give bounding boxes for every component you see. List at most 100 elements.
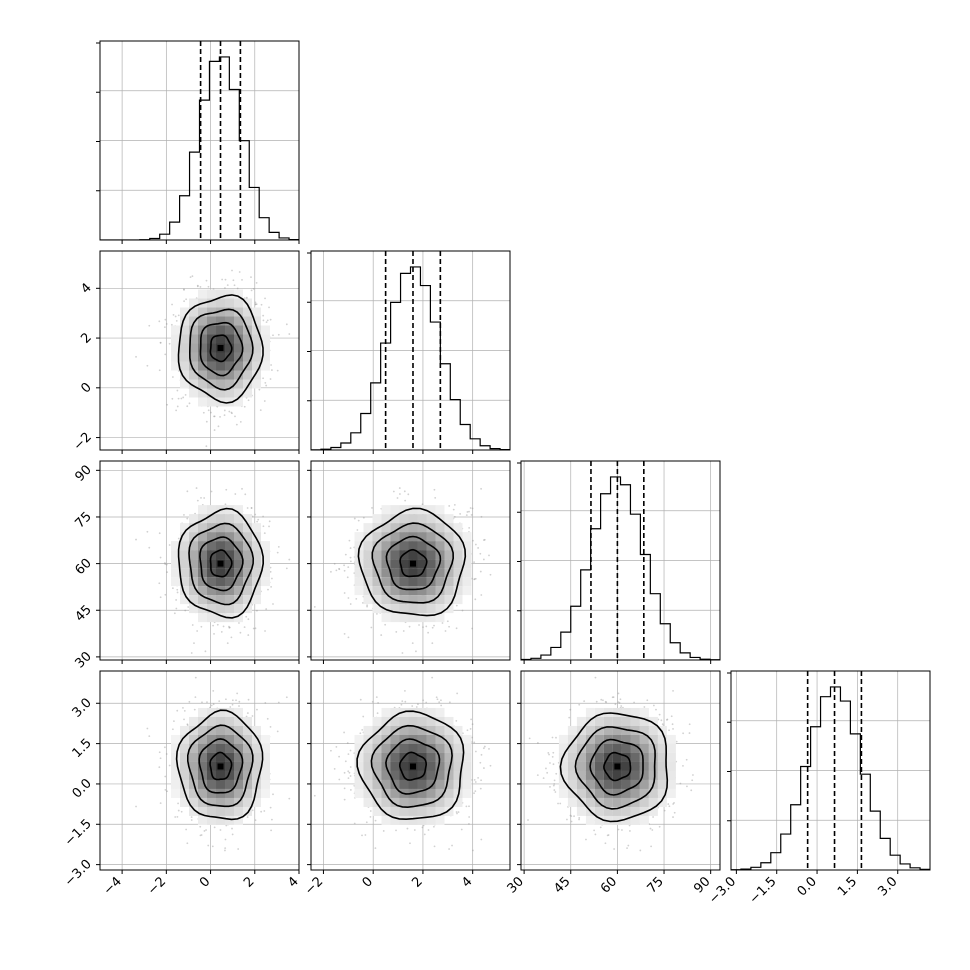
density-cell bbox=[207, 577, 217, 587]
density-cell bbox=[372, 595, 382, 605]
density-cell bbox=[225, 325, 235, 335]
data-point bbox=[346, 576, 349, 579]
density-cell bbox=[372, 577, 382, 587]
data-point bbox=[398, 487, 401, 489]
density-cell bbox=[207, 316, 217, 326]
data-point bbox=[473, 561, 475, 564]
data-point bbox=[285, 567, 288, 570]
density-cell bbox=[207, 523, 217, 533]
density-cell bbox=[462, 577, 472, 587]
data-point bbox=[349, 556, 352, 559]
density-cell bbox=[180, 325, 190, 335]
data-point bbox=[213, 415, 215, 418]
data-point bbox=[183, 514, 185, 516]
density-cell bbox=[426, 505, 436, 515]
density-cell bbox=[198, 397, 208, 407]
histogram-step bbox=[311, 266, 510, 450]
density-cell bbox=[261, 550, 271, 560]
data-point bbox=[224, 287, 226, 289]
density-cell bbox=[390, 523, 400, 533]
axes-frame bbox=[310, 460, 511, 661]
density-cell bbox=[243, 577, 253, 587]
data-point bbox=[204, 650, 207, 653]
density-cell bbox=[198, 613, 208, 623]
density-cell bbox=[207, 307, 217, 317]
data-point bbox=[343, 632, 346, 635]
density-cell bbox=[462, 532, 472, 542]
data-point bbox=[250, 507, 253, 509]
data-point bbox=[465, 514, 468, 517]
data-point bbox=[473, 578, 476, 581]
density-cell bbox=[252, 577, 262, 587]
density-cell bbox=[216, 316, 226, 326]
data-point bbox=[265, 321, 268, 324]
data-point bbox=[168, 342, 171, 345]
data-point bbox=[231, 269, 233, 272]
data-point bbox=[250, 276, 252, 279]
density-cell bbox=[354, 541, 364, 551]
density-cell bbox=[381, 586, 391, 596]
density-cell bbox=[207, 325, 217, 335]
data-point bbox=[347, 597, 350, 599]
density-cell bbox=[207, 604, 217, 614]
data-point bbox=[349, 547, 352, 549]
density-cell bbox=[189, 559, 199, 569]
density-cell bbox=[435, 613, 445, 623]
density-cell bbox=[171, 550, 181, 560]
data-point bbox=[188, 402, 191, 405]
y-axis bbox=[307, 469, 311, 658]
data-point bbox=[421, 503, 424, 506]
data-point bbox=[203, 497, 206, 499]
density-cell bbox=[171, 541, 181, 551]
y-tick-label: 0 bbox=[78, 380, 94, 396]
density-cell bbox=[399, 523, 409, 533]
contour-1 bbox=[209, 549, 233, 578]
data-point bbox=[418, 624, 420, 626]
density-cell bbox=[216, 388, 226, 398]
density-cell bbox=[399, 595, 409, 605]
density-cell bbox=[435, 541, 445, 551]
data-point bbox=[313, 606, 316, 608]
density-cell bbox=[417, 559, 427, 569]
density-cell bbox=[243, 541, 253, 551]
density-cell bbox=[198, 334, 208, 344]
y-tick-label: 4 bbox=[78, 281, 94, 297]
scatter-panel-3-2 bbox=[307, 460, 511, 661]
density-cell bbox=[216, 361, 226, 371]
data-point bbox=[348, 539, 351, 542]
contour-4 bbox=[177, 507, 265, 619]
data-point bbox=[402, 630, 405, 632]
data-point bbox=[244, 493, 247, 496]
data-point bbox=[251, 515, 254, 518]
data-point bbox=[343, 564, 345, 567]
data-point bbox=[217, 425, 220, 428]
data-point bbox=[205, 445, 208, 448]
data-point bbox=[468, 527, 471, 529]
y-tick-label: 2 bbox=[78, 330, 94, 346]
density-cell bbox=[426, 514, 436, 524]
data-point bbox=[196, 284, 199, 287]
density-cell bbox=[234, 613, 244, 623]
density-cell bbox=[189, 307, 199, 317]
density-cell bbox=[252, 316, 262, 326]
density-cell bbox=[189, 568, 199, 578]
data-point bbox=[241, 278, 243, 281]
density-cell bbox=[189, 523, 199, 533]
data-point bbox=[232, 279, 235, 282]
contour-1 bbox=[399, 548, 428, 578]
data-point bbox=[272, 334, 274, 337]
density-cell bbox=[390, 586, 400, 596]
density-cell bbox=[408, 586, 418, 596]
density-cell bbox=[444, 532, 454, 542]
data-point bbox=[228, 625, 230, 628]
density-cell bbox=[198, 379, 208, 389]
data-point bbox=[176, 405, 179, 408]
density-cell bbox=[189, 595, 199, 605]
data-point bbox=[431, 642, 434, 645]
data-point bbox=[335, 569, 338, 572]
contour-3 bbox=[188, 308, 254, 391]
density-cell bbox=[444, 550, 454, 560]
density-cell bbox=[243, 586, 253, 596]
density-cell bbox=[372, 550, 382, 560]
data-point bbox=[180, 397, 183, 400]
